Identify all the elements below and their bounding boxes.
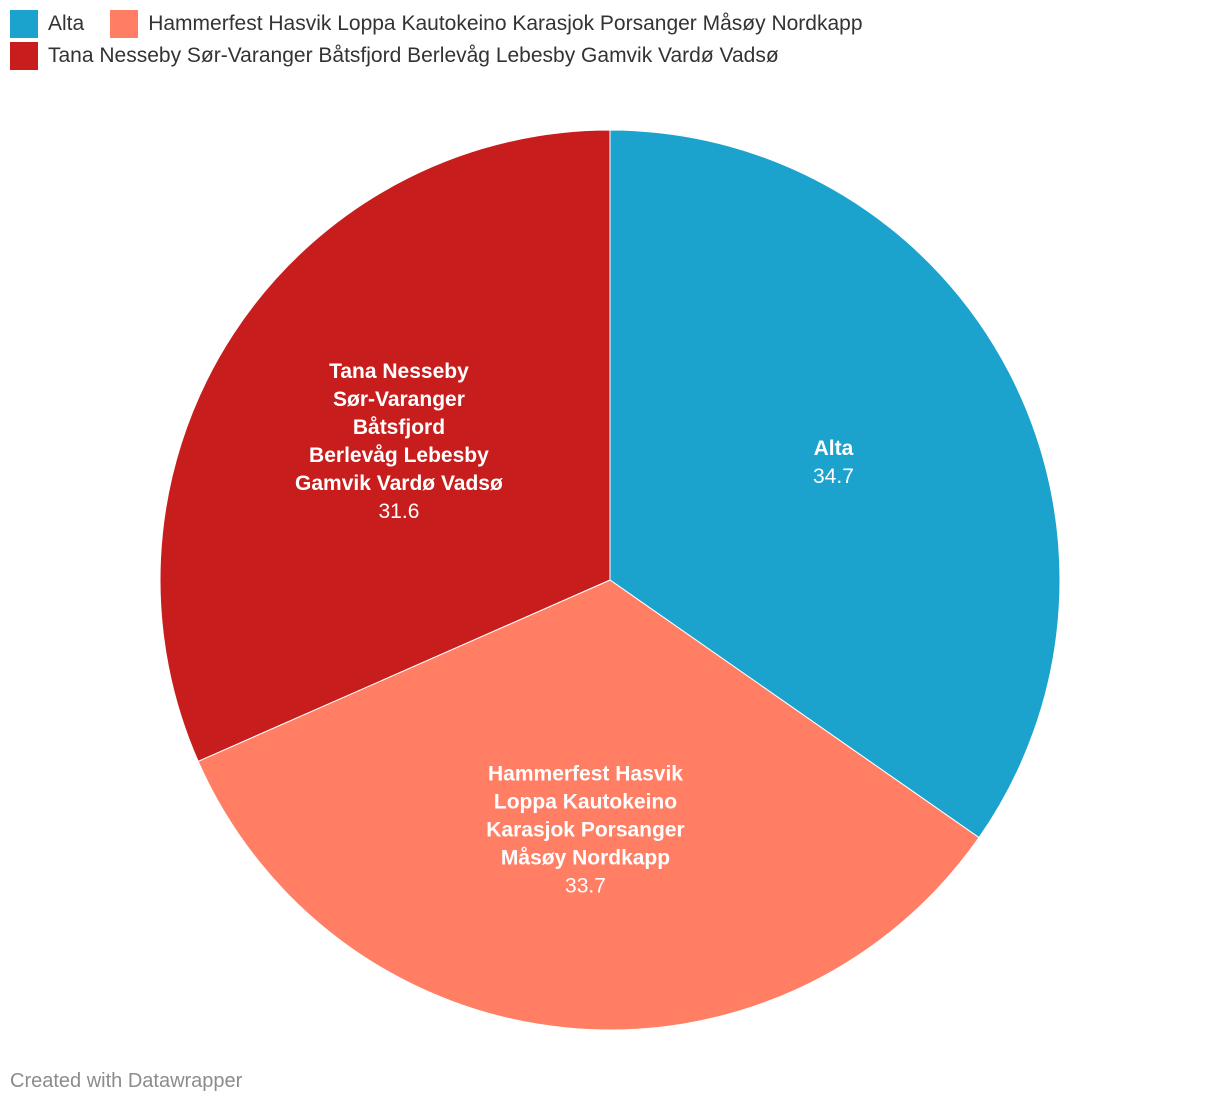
legend-swatch-tana-group — [10, 42, 38, 70]
slice-value-tana-group: 31.6 — [379, 500, 420, 523]
slice-name-hammerfest-group-line-2: Loppa Kautokeino — [494, 790, 677, 813]
legend-row-1: Alta Hammerfest Hasvik Loppa Kautokeino … — [10, 8, 1190, 40]
slice-value-alta: 34.7 — [813, 465, 854, 488]
legend-label-tana-group: Tana Nesseby Sør-Varanger Båtsfjord Berl… — [48, 44, 779, 67]
pie-slice-hammerfest-group — [197, 579, 980, 1031]
legend-item-hammerfest-group: Hammerfest Hasvik Loppa Kautokeino Karas… — [110, 10, 863, 38]
legend-swatch-hammerfest-group — [110, 10, 139, 38]
slice-name-hammerfest-group-line-1: Hammerfest Hasvik — [488, 762, 683, 785]
pie-slice-alta — [609, 129, 1061, 839]
legend: Alta Hammerfest Hasvik Loppa Kautokeino … — [10, 8, 1190, 72]
slice-name-tana-group-line-1: Tana Nesseby — [329, 360, 469, 383]
legend-label-hammerfest-group: Hammerfest Hasvik Loppa Kautokeino Karas… — [148, 12, 863, 35]
slice-label-hammerfest-group: Hammerfest Hasvik Loppa Kautokeino Karasjo… — [486, 762, 684, 897]
slice-name-tana-group-line-4: Berlevåg Lebesby — [309, 444, 489, 467]
slice-name-tana-group-line-2: Sør-Varanger — [333, 388, 465, 411]
slice-label-tana-group: Tana Nesseby Sør-Varanger Båtsfjord Berlevå… — [295, 360, 503, 523]
slice-name-tana-group-line-5: Gamvik Vardø Vadsø — [295, 472, 503, 495]
slice-name-hammerfest-group-line-3: Karasjok Porsanger — [486, 818, 684, 841]
slice-value-hammerfest-group: 33.7 — [565, 874, 606, 897]
legend-row-2: Tana Nesseby Sør-Varanger Båtsfjord Berl… — [10, 40, 1190, 72]
legend-swatch-alta — [10, 10, 38, 38]
legend-item-alta: Alta — [10, 10, 84, 38]
slice-name-tana-group-line-3: Båtsfjord — [353, 416, 445, 439]
slice-name-hammerfest-group-line-4: Måsøy Nordkapp — [501, 846, 670, 869]
slice-label-alta: Alta 34.7 — [813, 437, 854, 488]
pie-slice-tana-group — [159, 129, 611, 762]
legend-label-alta: Alta — [48, 12, 85, 35]
slice-name-alta-line-1: Alta — [814, 437, 854, 460]
footer-credit: Created with Datawrapper — [10, 1070, 243, 1092]
legend-item-tana-group: Tana Nesseby Sør-Varanger Båtsfjord Berl… — [10, 42, 779, 70]
